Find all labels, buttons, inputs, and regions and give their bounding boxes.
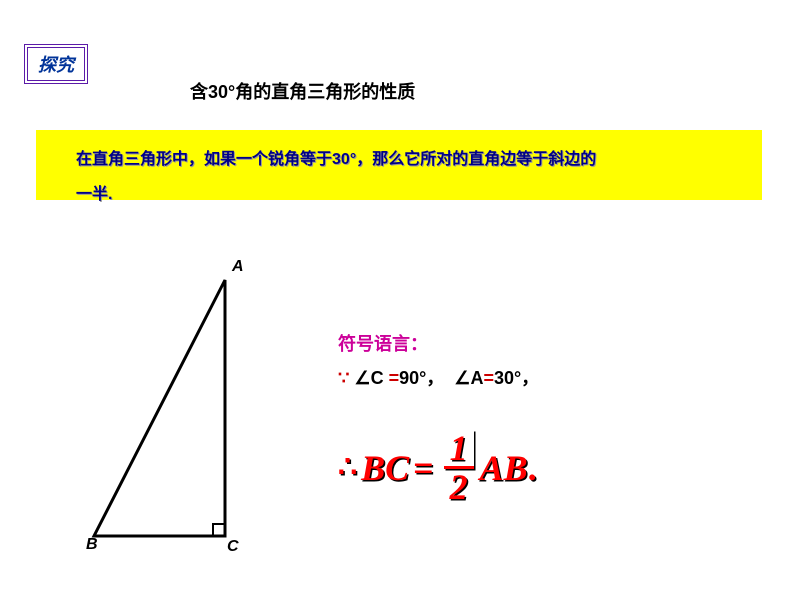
given-condition: ∵ ∠C =90°， ∠A=30°， xyxy=(338,364,539,390)
formula-dot: . xyxy=(528,447,537,489)
frac-den: 2 xyxy=(444,469,474,505)
triangle-diagram: A B C xyxy=(82,258,282,558)
formula-rhs: AB xyxy=(480,447,528,489)
explore-label: 探究 xyxy=(38,55,74,75)
eq1: = xyxy=(389,368,400,388)
angle-a: ∠A xyxy=(454,368,483,388)
thirty-deg: 30°， xyxy=(494,368,539,388)
triangle-svg xyxy=(82,258,282,558)
theorem-p2: ，那么它所对的直角边等于斜边的 xyxy=(356,151,596,168)
theorem-30: 30° xyxy=(332,151,356,168)
therefore-sym: ∴ xyxy=(338,450,357,485)
symbol-language-label: 符号语言： xyxy=(338,330,428,356)
explore-box: 探究 xyxy=(24,44,88,84)
because-sym: ∵ xyxy=(338,368,349,388)
theorem-box: 在直角三角形中，如果一个锐角等于30°，那么它所对的直角边等于斜边的一半. xyxy=(36,130,762,200)
vertex-b-label: B xyxy=(86,536,98,554)
page-title: 含30°角的直角三角形的性质 xyxy=(190,78,415,104)
frac-num: 1 xyxy=(444,430,474,469)
triangle-shape xyxy=(94,280,225,536)
fraction: 1 2 xyxy=(444,430,474,505)
eq2: = xyxy=(484,368,495,388)
formula-lhs: BC xyxy=(361,447,409,489)
conclusion-formula: ∴ BC = 1 2 AB. xyxy=(338,430,618,510)
angle-c: ∠C xyxy=(354,368,388,388)
formula-eq: = xyxy=(413,447,434,489)
theorem-p1: 在直角三角形中，如果一个锐角等于 xyxy=(76,151,332,168)
ninety: 90°， xyxy=(399,368,444,388)
vertex-c-label: C xyxy=(227,538,239,556)
right-angle-marker xyxy=(213,524,225,536)
theorem-text: 在直角三角形中，如果一个锐角等于30°，那么它所对的直角边等于斜边的一半. xyxy=(76,151,596,203)
theorem-p3: 一半. xyxy=(76,186,112,203)
vertex-a-label: A xyxy=(232,258,244,276)
